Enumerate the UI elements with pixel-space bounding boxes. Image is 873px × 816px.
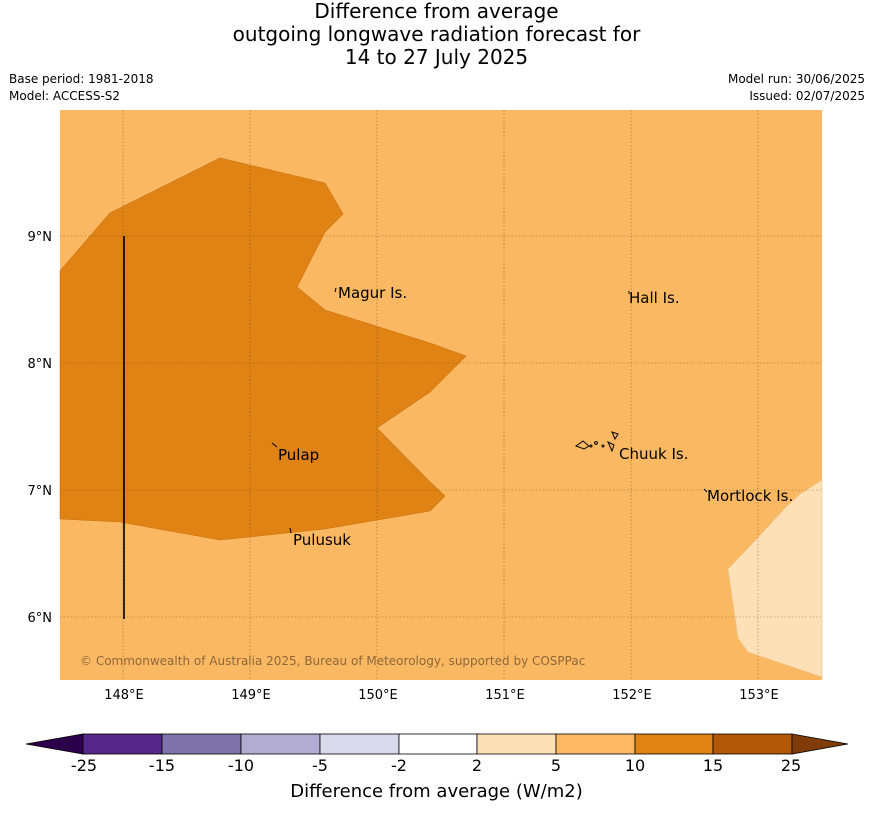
title-line-3: 14 to 27 July 2025 (344, 45, 529, 69)
colorbar-extend-low (25, 733, 84, 755)
island-outlines (271, 287, 708, 534)
lat-label-6n: 6°N (28, 611, 53, 626)
place-label-hall: Hall Is. (629, 289, 680, 307)
base-period: Base period: 1981-2018 (9, 72, 154, 86)
colorbar-segment-6 (476, 733, 557, 755)
title-line-1: Difference from average (314, 0, 559, 23)
map-title: Difference from average outgoing longwav… (0, 0, 873, 69)
magur-island-shape (334, 287, 337, 293)
place-label-chuuk: Chuuk Is. (619, 445, 688, 463)
anomaly-region-10-15 (59, 157, 467, 541)
colorbar-segment-7 (555, 733, 636, 755)
lat-label-8n: 8°N (28, 357, 53, 372)
meta-right: Model run: 30/06/2025 Issued: 02/07/2025 (728, 71, 865, 105)
place-label-mortlock: Mortlock Is. (707, 487, 793, 505)
pulusuk-island-shape (289, 527, 292, 534)
lon-label-149e: 149°E (231, 688, 271, 703)
colorbar-segment-9 (712, 733, 793, 755)
lat-label-9n: 9°N (28, 230, 53, 245)
mortlock-island-shape (703, 488, 708, 493)
lon-label-151e: 151°E (485, 688, 525, 703)
place-label-magur: Magur Is. (338, 284, 407, 302)
copyright-notice: © Commonwealth of Australia 2025, Bureau… (80, 654, 585, 668)
pulap-island-shape (271, 442, 278, 448)
colorbar-segment-5 (398, 733, 478, 755)
colorbar-segment-8 (634, 733, 714, 755)
lon-label-153e: 153°E (739, 688, 779, 703)
gridlines (60, 110, 822, 680)
lon-label-150e: 150°E (358, 688, 398, 703)
colorbar-segment-2 (161, 733, 242, 755)
colorbar (25, 733, 849, 755)
chuuk-island-shapes (574, 431, 619, 453)
colorbar-segment-3 (240, 733, 321, 755)
colorbar-extend-high (791, 733, 849, 755)
issued-date: Issued: 02/07/2025 (749, 89, 865, 103)
lat-label-7n: 7°N (28, 484, 53, 499)
title-line-2: outgoing longwave radiation forecast for (232, 22, 641, 46)
model-name: Model: ACCESS-S2 (9, 89, 121, 103)
anomaly-region-2-5 (727, 479, 823, 678)
place-label-pulusuk: Pulusuk (293, 531, 351, 549)
place-label-pulap: Pulap (278, 446, 319, 464)
colorbar-label: Difference from average (W/m2) (290, 781, 583, 802)
lon-label-148e: 148°E (104, 688, 144, 703)
lon-label-152e: 152°E (612, 688, 652, 703)
colorbar-segment-4 (319, 733, 400, 755)
meta-left: Base period: 1981-2018 Model: ACCESS-S2 (9, 71, 154, 105)
model-run: Model run: 30/06/2025 (727, 72, 865, 86)
colorbar-segment-1 (82, 733, 163, 755)
